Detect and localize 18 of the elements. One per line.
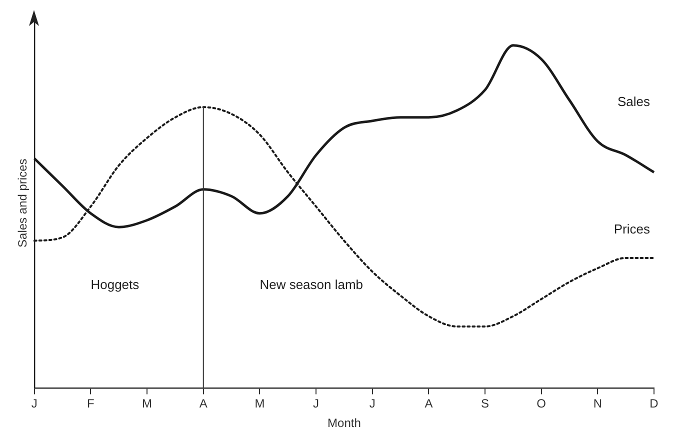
x-tick-label: J — [369, 396, 376, 411]
x-tick-label: S — [481, 396, 490, 411]
x-tick-label: N — [593, 396, 602, 411]
x-tick-label: O — [536, 396, 546, 411]
x-tick-label: M — [254, 396, 265, 411]
x-tick-label: D — [650, 396, 659, 411]
x-tick-label: M — [142, 396, 152, 411]
text: Sales — [617, 94, 650, 109]
annotation: Hoggets — [90, 276, 140, 292]
x-tick-label: J — [313, 396, 320, 411]
x-axis-title: Month — [328, 416, 361, 430]
x-tick-label: A — [424, 396, 433, 411]
y-axis-title: Sales and prices — [16, 158, 30, 248]
x-tick-label: J — [31, 396, 38, 411]
x-tick-label: F — [87, 396, 94, 411]
series-label: Prices — [614, 222, 650, 237]
annotation: New season lamb — [260, 276, 364, 292]
x-tick-label: A — [199, 396, 208, 411]
